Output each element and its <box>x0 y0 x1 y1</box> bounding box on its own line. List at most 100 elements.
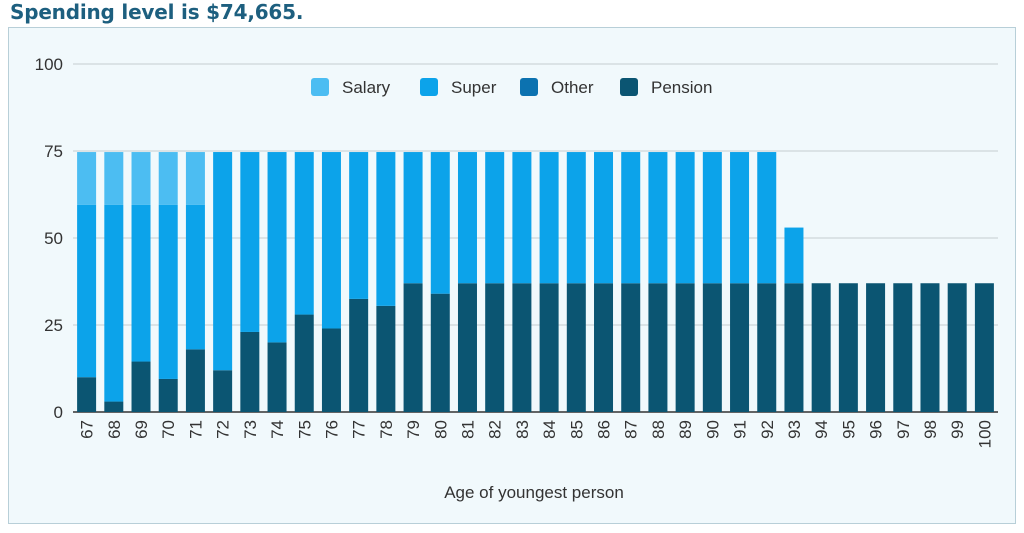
bar-super-93 <box>784 227 804 284</box>
x-tick-label-91: 91 <box>731 420 750 439</box>
bar-pension-72 <box>213 370 233 412</box>
bar-super-92 <box>757 152 777 284</box>
x-tick-label-99: 99 <box>948 420 967 439</box>
x-tick-label-96: 96 <box>867 420 886 439</box>
x-tick-label-77: 77 <box>350 420 369 439</box>
y-tick-label-0: 0 <box>54 403 63 422</box>
bar-super-72 <box>213 152 233 371</box>
bar-pension-90 <box>702 283 722 412</box>
x-tick-label-70: 70 <box>159 420 178 439</box>
x-tick-label-68: 68 <box>105 420 124 439</box>
bar-super-83 <box>512 152 532 284</box>
bar-super-76 <box>321 152 341 329</box>
x-tick-label-82: 82 <box>486 420 505 439</box>
bar-pension-95 <box>838 283 858 412</box>
bar-pension-93 <box>784 283 804 412</box>
page-heading: Spending level is $74,665. <box>10 0 304 24</box>
bar-super-89 <box>675 152 695 284</box>
x-tick-label-67: 67 <box>78 420 97 439</box>
legend-swatch-pension <box>620 78 638 96</box>
bar-pension-81 <box>457 283 477 412</box>
x-tick-label-90: 90 <box>703 420 722 439</box>
bar-pension-87 <box>621 283 641 412</box>
legend-label-pension: Pension <box>651 78 712 97</box>
legend-label-super: Super <box>451 78 497 97</box>
bar-super-87 <box>621 152 641 284</box>
bar-pension-88 <box>648 283 668 412</box>
bar-super-78 <box>376 152 396 306</box>
bar-pension-78 <box>376 305 396 412</box>
legend-swatch-super <box>420 78 438 96</box>
x-tick-label-72: 72 <box>214 420 233 439</box>
y-tick-label-25: 25 <box>44 316 63 335</box>
legend-label-salary: Salary <box>342 78 391 97</box>
x-tick-label-86: 86 <box>595 420 614 439</box>
bar-super-81 <box>457 152 477 284</box>
bar-super-73 <box>240 152 260 332</box>
bar-pension-68 <box>104 401 124 412</box>
bar-pension-67 <box>77 377 97 412</box>
bar-super-84 <box>539 152 559 284</box>
bar-pension-91 <box>730 283 750 412</box>
bar-pension-70 <box>158 378 178 412</box>
y-tick-label-50: 50 <box>44 229 63 248</box>
x-tick-label-89: 89 <box>676 420 695 439</box>
x-tick-label-87: 87 <box>622 420 641 439</box>
bar-pension-92 <box>757 283 777 412</box>
bar-super-85 <box>566 152 586 284</box>
bar-pension-100 <box>974 283 994 412</box>
bar-super-68 <box>104 204 124 402</box>
x-tick-label-83: 83 <box>513 420 532 439</box>
x-axis-title: Age of youngest person <box>444 483 624 502</box>
x-tick-label-93: 93 <box>785 420 804 439</box>
bar-salary-71 <box>185 152 205 205</box>
x-tick-label-92: 92 <box>758 420 777 439</box>
bar-pension-84 <box>539 283 559 412</box>
y-tick-label-100: 100 <box>35 55 63 74</box>
legend-swatch-other <box>520 78 538 96</box>
bar-super-88 <box>648 152 668 284</box>
bar-pension-89 <box>675 283 695 412</box>
bar-super-75 <box>294 152 314 315</box>
bar-super-74 <box>267 152 287 343</box>
y-tick-label-75: 75 <box>44 142 63 161</box>
bar-pension-75 <box>294 314 314 412</box>
bar-pension-98 <box>920 283 940 412</box>
bar-super-90 <box>702 152 722 284</box>
x-tick-label-69: 69 <box>132 420 151 439</box>
bar-pension-85 <box>566 283 586 412</box>
x-tick-label-74: 74 <box>268 420 287 439</box>
legend-swatch-salary <box>311 78 329 96</box>
bar-pension-82 <box>485 283 505 412</box>
bar-salary-67 <box>77 152 97 205</box>
bar-super-82 <box>485 152 505 284</box>
x-tick-label-85: 85 <box>567 420 586 439</box>
bar-pension-71 <box>185 349 205 412</box>
x-tick-label-79: 79 <box>404 420 423 439</box>
bar-salary-69 <box>131 152 151 205</box>
x-tick-label-88: 88 <box>649 420 668 439</box>
bar-super-69 <box>131 204 151 362</box>
bar-super-71 <box>185 204 205 350</box>
bar-pension-79 <box>403 283 423 412</box>
bar-pension-80 <box>430 293 450 412</box>
x-tick-label-95: 95 <box>839 420 858 439</box>
x-tick-label-97: 97 <box>894 420 913 439</box>
bar-super-70 <box>158 204 178 379</box>
bar-pension-96 <box>866 283 886 412</box>
bar-super-80 <box>430 152 450 294</box>
bar-super-67 <box>77 204 97 378</box>
bar-pension-73 <box>240 331 260 412</box>
x-tick-label-94: 94 <box>812 420 831 439</box>
bar-super-86 <box>594 152 614 284</box>
bar-pension-99 <box>947 283 967 412</box>
bar-pension-94 <box>811 283 831 412</box>
x-tick-label-84: 84 <box>540 420 559 439</box>
bar-salary-68 <box>104 152 124 205</box>
bar-salary-70 <box>158 152 178 205</box>
x-tick-label-78: 78 <box>377 420 396 439</box>
bar-pension-97 <box>893 283 913 412</box>
bar-super-91 <box>730 152 750 284</box>
bar-pension-77 <box>349 298 369 412</box>
